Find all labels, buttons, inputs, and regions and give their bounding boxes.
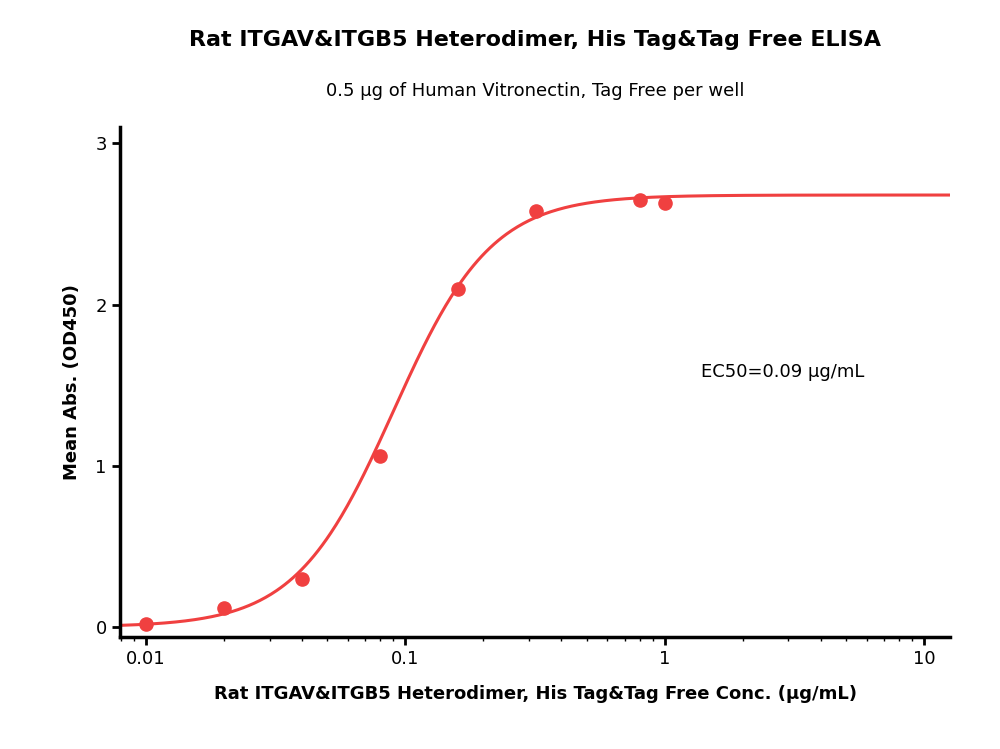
Text: 0.5 μg of Human Vitronectin, Tag Free per well: 0.5 μg of Human Vitronectin, Tag Free pe… (326, 82, 744, 100)
Point (372, 450, 388, 462)
Point (138, 618, 154, 630)
Point (657, 197, 673, 209)
Text: Rat ITGAV&ITGB5 Heterodimer, His Tag&Tag Free ELISA: Rat ITGAV&ITGB5 Heterodimer, His Tag&Tag… (189, 30, 881, 50)
Text: EC50=0.09 μg/mL: EC50=0.09 μg/mL (701, 363, 864, 380)
Y-axis label: Mean Abs. (OD450): Mean Abs. (OD450) (63, 284, 81, 480)
Point (450, 282, 466, 294)
Point (216, 601, 232, 613)
X-axis label: Rat ITGAV&ITGB5 Heterodimer, His Tag&Tag Free Conc. (μg/mL): Rat ITGAV&ITGB5 Heterodimer, His Tag&Tag… (214, 685, 856, 703)
Point (294, 573, 310, 585)
Point (632, 194, 648, 206)
Point (528, 205, 544, 217)
